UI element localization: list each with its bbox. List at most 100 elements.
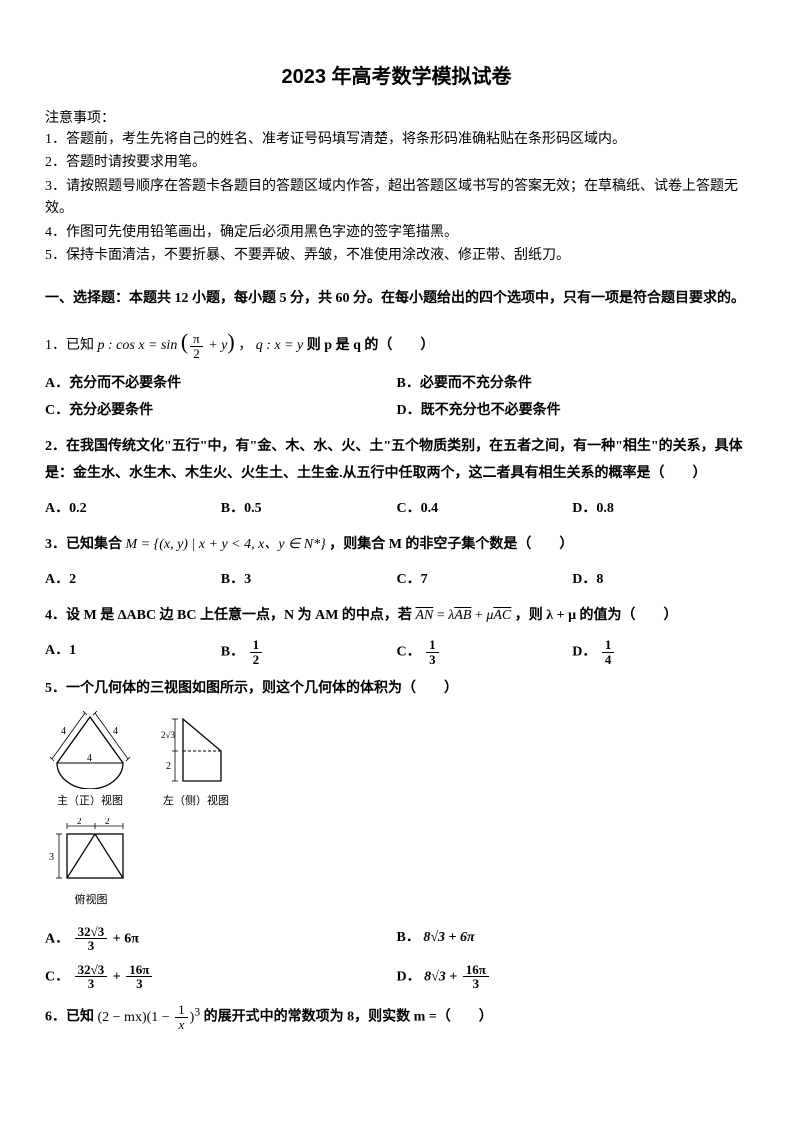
q2-opt-a: A．0.2 [45,496,221,523]
notice-item: 4．作图可先使用铅笔画出，确定后必须用黑色字迹的签字笔描黑。 [45,222,748,244]
q1-prefix: 1．已知 [45,338,98,353]
notice-item: 1．答题前，考生先将自己的姓名、准考证号码填写清楚，将条形码准确粘贴在条形码区域… [45,129,748,151]
q5-d-den: 3 [463,977,489,991]
q5-b-expr: 8√3 + 6π [423,930,474,945]
q5-views: 4 4 4 主（正）视图 [45,711,748,911]
question-1: 1．已知 p : cos x = sin (π2 + y) ， q : x = … [45,321,748,424]
question-5: 5．一个几何体的三视图如图所示，则这个几何体的体积为（ ） 4 [45,676,748,991]
q5-c-den1: 3 [75,977,108,991]
front-view-svg: 4 4 4 [45,711,135,789]
q4-b-label: B． [221,644,244,659]
q4-suffix: ，则 λ + μ 的值为（ ） [515,608,678,623]
top-dim-2l: 2 [77,818,82,826]
q3-prefix: 3．已知集合 [45,537,126,552]
front-dim-4r: 4 [113,726,118,737]
q3-opt-b: B．3 [221,567,397,594]
q4-ac: AC [493,608,511,623]
q5-a-label: A． [45,931,69,946]
q3-set: M = {(x, y) | x + y < 4, x、y ∈ N*} [126,537,326,552]
q4-ab: AB [454,608,471,623]
side-dim-2: 2 [166,761,171,772]
q5-c-den2: 3 [126,977,152,991]
front-dim-4b: 4 [87,753,92,764]
q6-text: 6．已知 (2 − mx)(1 − 1x)3 的展开式中的常数项为 8，则实数 … [45,1001,748,1032]
q1-opt-c: C．充分必要条件 [45,398,397,425]
notice-item: 3．请按照题号顺序在答题卡各题目的答题区域内作答，超出答题区域书写的答案无效；在… [45,176,748,221]
q5-text: 5．一个几何体的三视图如图所示，则这个几何体的体积为（ ） [45,676,748,703]
q5-d-left: 8√3 + [424,969,461,984]
q4-vec-eq: AN = λAB + μAC [415,608,514,623]
q6-expr: (2 − mx)(1 − 1x)3 [98,1010,204,1025]
q1-mid: ， [238,338,252,353]
exam-page: 2023 年高考数学模拟试卷 注意事项： 1．答题前，考生先将自己的姓名、准考证… [0,0,793,1122]
side-view-svg: 2√3 2 [161,711,231,789]
q4-c-label: C． [397,644,421,659]
q4-options: A．1 B． 12 C． 13 D． 14 [45,638,748,666]
top-view-svg: 2 2 3 [45,818,137,888]
q2-text: 2．在我国传统文化"五行"中，有"金、木、水、火、土"五个物质类别，在五者之间，… [45,434,748,487]
q3-options: A．2 B．3 C．7 D．8 [45,567,748,594]
q3-opt-c: C．7 [397,567,573,594]
top-view-label: 俯视图 [45,890,137,911]
q1-options: A．充分而不必要条件 B．必要而不充分条件 C．充分必要条件 D．既不充分也不必… [45,371,748,424]
q4-opt-c: C． 13 [397,638,573,666]
q5-d-num: 16π [463,963,489,978]
top-dim-2r: 2 [105,818,110,826]
q2-opt-c: C．0.4 [397,496,573,523]
q5-opt-d: D． 8√3 + 16π3 [397,963,749,991]
q4-c-num: 1 [426,638,439,653]
q3-text: 3．已知集合 M = {(x, y) | x + y < 4, x、y ∈ N*… [45,532,748,559]
q5-a-plus: + 6π [113,931,139,946]
q6-frac-den: x [175,1018,188,1032]
q5-c-num1: 32√3 [75,963,108,978]
q6-power: 3 [194,1005,200,1018]
side-view: 2√3 2 左（侧）视图 [161,711,231,812]
q5-opt-a: A． 32√33 + 6π [45,925,397,953]
q1-text: 1．已知 p : cos x = sin (π2 + y) ， q : x = … [45,321,748,363]
front-view: 4 4 4 主（正）视图 [45,711,135,812]
top-dim-3: 3 [49,852,54,863]
q4-c-den: 3 [426,653,439,667]
q4-d-label: D． [572,644,596,659]
q4-b-den: 2 [250,653,263,667]
q4-prefix: 4．设 M 是 ΔABC 边 BC 上任意一点，N 为 AM 的中点，若 [45,608,415,623]
q1-frac-num: π [190,332,203,347]
q5-b-label: B． [397,930,420,945]
notice-item: 2．答题时请按要求用笔。 [45,152,748,174]
q5-c-plus: + [113,969,124,984]
top-view: 2 2 3 俯视图 [45,818,137,911]
q5-d-label: D． [397,969,421,984]
q4-d-num: 1 [602,638,615,653]
page-title: 2023 年高考数学模拟试卷 [45,60,748,89]
q5-options-row1: A． 32√33 + 6π B． 8√3 + 6π [45,925,748,953]
question-4: 4．设 M 是 ΔABC 边 BC 上任意一点，N 为 AM 的中点，若 AN … [45,603,748,666]
q6-suffix: 的展开式中的常数项为 8，则实数 m =（ ） [204,1010,493,1025]
q1-suffix: 则 p 是 q 的（ ） [307,338,435,353]
front-view-label: 主（正）视图 [45,791,135,812]
q5-a-den: 3 [75,939,108,953]
q4-d-den: 4 [602,653,615,667]
q1-frac-den: 2 [190,347,203,361]
q3-suffix: ，则集合 M 的非空子集个数是（ ） [329,537,573,552]
q3-opt-d: D．8 [572,567,748,594]
q1-plus-y: + y [205,338,228,353]
section-header: 一、选择题：本题共 12 小题，每小题 5 分，共 60 分。在每小题给出的四个… [45,287,748,307]
side-view-label: 左（侧）视图 [161,791,231,812]
q5-opt-c: C． 32√33 + 16π3 [45,963,397,991]
side-dim-2s3: 2√3 [161,730,175,740]
q6-frac-num: 1 [175,1003,188,1018]
question-3: 3．已知集合 M = {(x, y) | x + y < 4, x、y ∈ N*… [45,532,748,593]
q1-formula-p: p : cos x = sin (π2 + y) [98,338,239,353]
q4-opt-d: D． 14 [572,638,748,666]
question-6: 6．已知 (2 − mx)(1 − 1x)3 的展开式中的常数项为 8，则实数 … [45,1001,748,1032]
q1-opt-b: B．必要而不充分条件 [397,371,749,398]
q1-p-head: p : cos x = sin [98,338,178,353]
question-2: 2．在我国传统文化"五行"中，有"金、木、水、火、土"五个物质类别，在五者之间，… [45,434,748,522]
q6-left: (2 − mx)(1 − [98,1010,174,1025]
q4-opt-a: A．1 [45,638,221,666]
q2-opt-d: D．0.8 [572,496,748,523]
q4-b-num: 1 [250,638,263,653]
q5-views-top-row: 4 4 4 主（正）视图 [45,711,748,812]
q3-opt-a: A．2 [45,567,221,594]
q4-an: AN [415,608,433,623]
